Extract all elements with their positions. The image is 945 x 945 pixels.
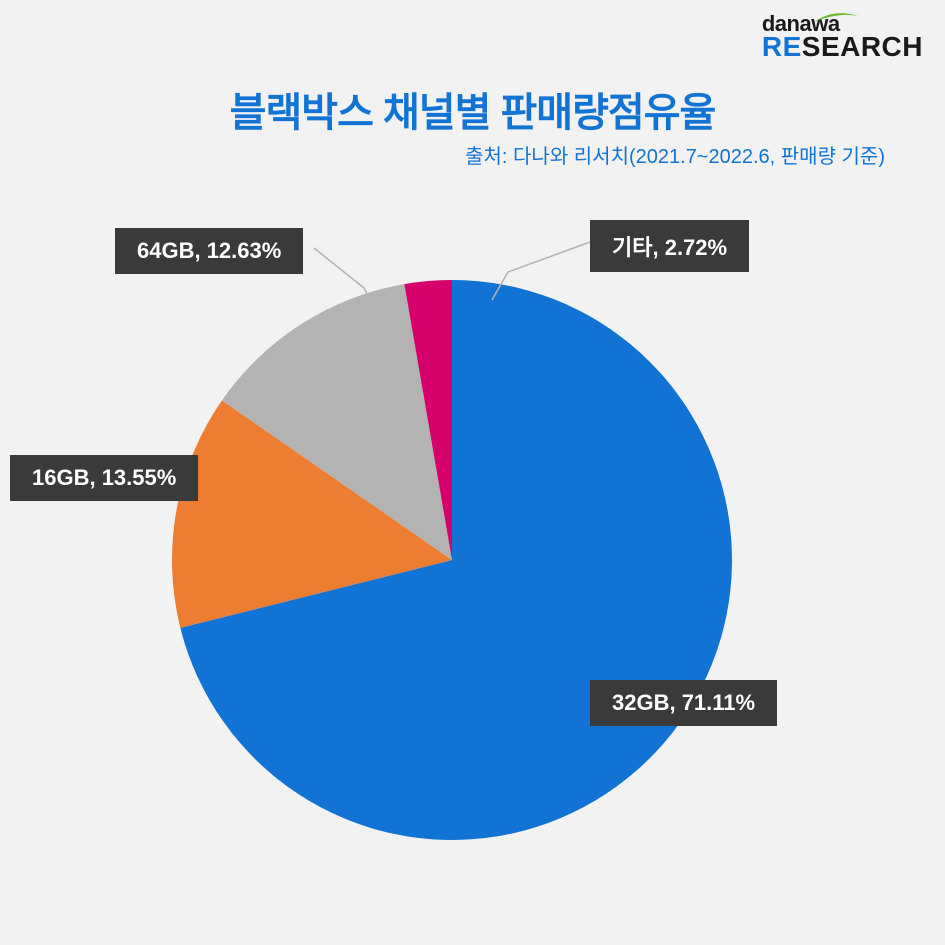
pie-svg bbox=[172, 280, 732, 840]
pie-chart: 32GB, 71.11% 16GB, 13.55% 64GB, 12.63% 기타, … bbox=[0, 190, 945, 930]
slice-label-기타: 기타, 2.72% bbox=[590, 220, 749, 272]
logo-swoosh-icon bbox=[812, 10, 860, 24]
brand-logo: danawa RESEARCH bbox=[762, 14, 923, 60]
slice-label-64GB: 64GB, 12.63% bbox=[115, 228, 303, 274]
slice-label-32GB: 32GB, 71.11% bbox=[590, 680, 777, 726]
slice-label-16GB: 16GB, 13.55% bbox=[10, 455, 198, 501]
logo-top-text: danawa bbox=[762, 14, 840, 34]
chart-source: 출처: 다나와 리서치(2021.7~2022.6, 판매량 기준) bbox=[465, 140, 885, 169]
chart-title: 블랙박스 채널별 판매량점유율 bbox=[0, 80, 945, 138]
logo-bottom-text: RESEARCH bbox=[762, 34, 923, 59]
logo-re: RE bbox=[762, 31, 802, 62]
logo-search: SEARCH bbox=[802, 31, 923, 62]
